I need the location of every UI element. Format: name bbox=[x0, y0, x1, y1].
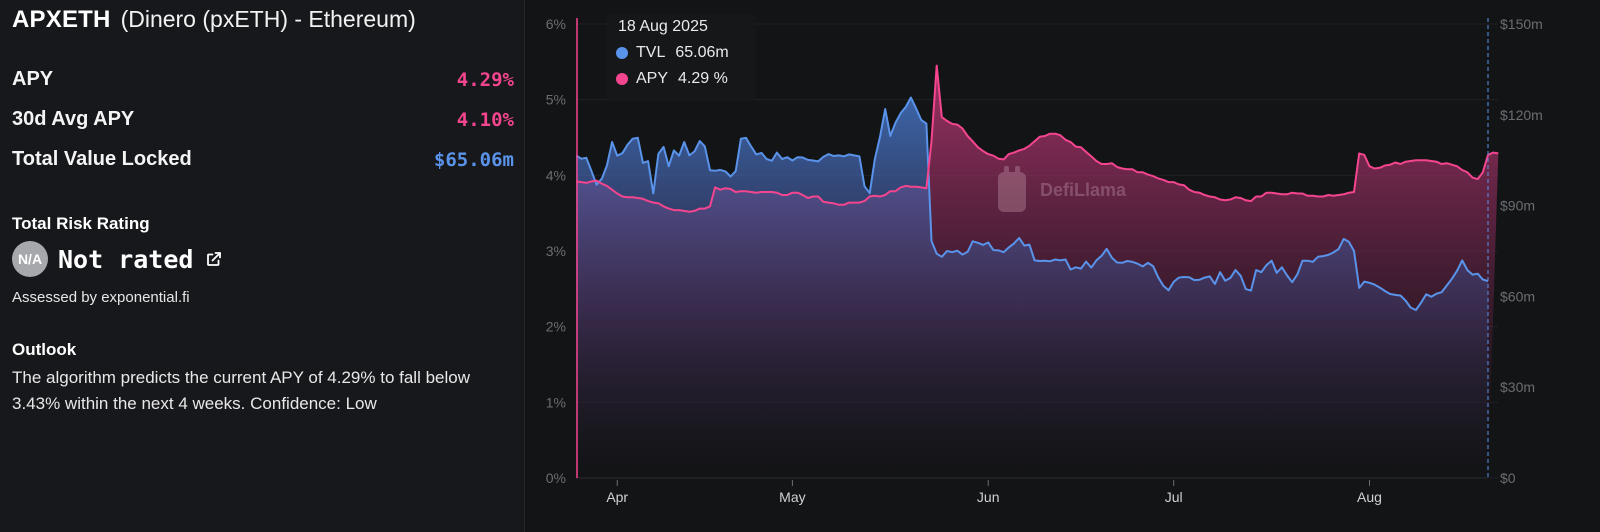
apy-dot-icon bbox=[616, 73, 628, 85]
tooltip-apy-value: 4.29 % bbox=[678, 70, 728, 87]
outlook-text: The algorithm predicts the current APY o… bbox=[12, 368, 470, 413]
stat-30d-avg-apy-label: 30d Avg APY bbox=[12, 108, 135, 130]
stat-30d-avg-apy-value: 4.10% bbox=[456, 108, 514, 131]
x-tick-label: Aug bbox=[1357, 489, 1382, 505]
x-tick-label: May bbox=[779, 489, 805, 505]
risk-rating-title: Total Risk Rating bbox=[12, 214, 150, 233]
y-right-tick-label: $60m bbox=[1500, 288, 1535, 304]
y-right-tick-label: $120m bbox=[1500, 107, 1543, 123]
tooltip-tvl-value: 65.06m bbox=[675, 44, 729, 61]
y-left-tick-label: 4% bbox=[546, 167, 566, 183]
tooltip-tvl-label: TVL bbox=[636, 44, 666, 61]
y-right-tick-label: $150m bbox=[1500, 16, 1543, 32]
outlook-title: Outlook bbox=[12, 340, 77, 359]
pool-title: APXETH (Dinero (pxETH) - Ethereum) bbox=[12, 6, 416, 34]
chart-tooltip: 18 Aug 2025 TVL 65.06m APY 4.29 % bbox=[606, 14, 756, 100]
y-left-tick-label: 1% bbox=[546, 394, 566, 410]
risk-badge: N/A bbox=[12, 241, 48, 277]
x-tick-label: Jul bbox=[1165, 489, 1183, 505]
tooltip-apy-label: APY bbox=[636, 70, 669, 87]
tooltip-date: 18 Aug 2025 bbox=[618, 18, 708, 35]
stat-tvl: Total Value Locked $65.06m bbox=[12, 148, 514, 171]
tooltip-apy-row: APY 4.29 % bbox=[616, 66, 746, 92]
defillama-watermark: DefiLlama bbox=[992, 166, 1126, 214]
stat-apy-value: 4.29% bbox=[456, 68, 514, 91]
apy-tvl-chart[interactable]: 0% 1% 2% 3% 4% 5% 6% $0 $30m $60m $90m $120m $150m Ap… bbox=[526, 0, 1600, 532]
stat-tvl-label: Total Value Locked bbox=[12, 148, 192, 170]
y-left-tick-label: 3% bbox=[546, 243, 566, 259]
apy-series-line bbox=[576, 64, 1499, 213]
y-left-tick-label: 0% bbox=[546, 470, 566, 486]
y-left-tick-label: 5% bbox=[546, 92, 566, 108]
stat-30d-avg-apy: 30d Avg APY 4.10% bbox=[12, 108, 514, 131]
risk-rating[interactable]: N/A Not rated bbox=[12, 241, 223, 277]
external-link-icon[interactable] bbox=[205, 250, 223, 268]
pool-details-panel: APXETH (Dinero (pxETH) - Ethereum) APY 4… bbox=[0, 0, 525, 532]
stat-apy-label: APY bbox=[12, 68, 54, 90]
pool-symbol: APXETH bbox=[12, 6, 111, 33]
pool-name: (Dinero (pxETH) - Ethereum) bbox=[120, 6, 416, 32]
llama-logo-icon bbox=[998, 166, 1026, 212]
tvl-area bbox=[576, 97, 1488, 478]
tvl-dot-icon bbox=[616, 47, 628, 59]
stat-tvl-value: $65.06m bbox=[433, 148, 514, 171]
y-right-tick-label: $90m bbox=[1500, 198, 1535, 214]
watermark-text: DefiLlama bbox=[1040, 179, 1127, 200]
y-left-tick-label: 2% bbox=[546, 319, 566, 335]
x-tick-label: Apr bbox=[606, 489, 628, 505]
stat-apy: APY 4.29% bbox=[12, 68, 514, 91]
tvl-series-line bbox=[576, 96, 1489, 311]
x-tick-label: Jun bbox=[977, 489, 1000, 505]
assessed-by: Assessed by exponential.fi bbox=[12, 289, 190, 306]
y-right-tick-label: $30m bbox=[1500, 379, 1535, 395]
y-right-tick-label: $0 bbox=[1500, 470, 1516, 486]
y-left-tick-label: 6% bbox=[546, 16, 566, 32]
risk-rating-text[interactable]: Not rated bbox=[58, 244, 194, 274]
chart-svg[interactable]: 0% 1% 2% 3% 4% 5% 6% $0 $30m $60m $90m $120m $150m Ap… bbox=[526, 0, 1600, 532]
tooltip-tvl-row: TVL 65.06m bbox=[616, 40, 746, 66]
